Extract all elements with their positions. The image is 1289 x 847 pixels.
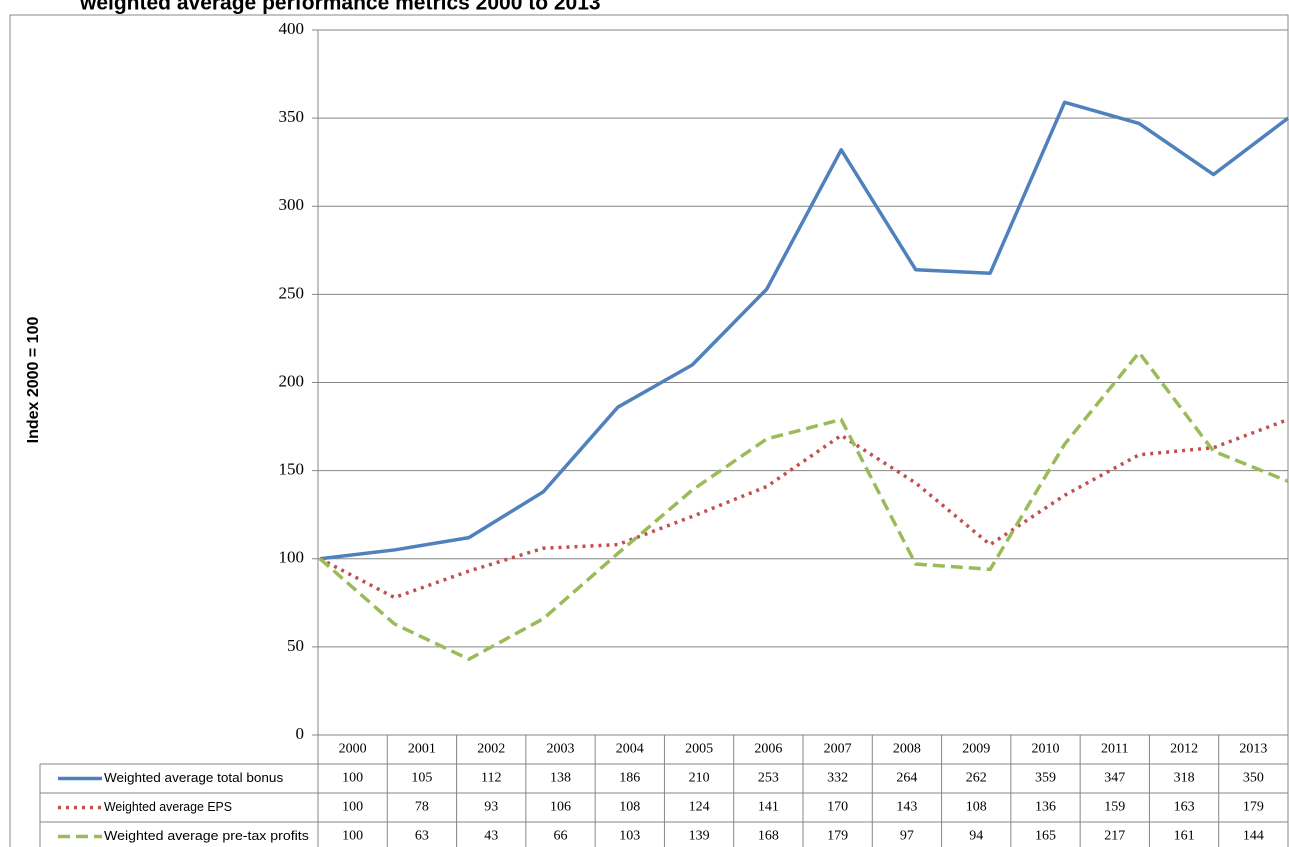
- x-tick-label: 2011: [1101, 742, 1128, 757]
- x-tick-label: 2002: [477, 742, 505, 757]
- table-value: 43: [484, 829, 498, 844]
- x-tick-label: 2012: [1170, 742, 1198, 757]
- chart-title: weighted average performance metrics 200…: [79, 0, 601, 15]
- table-value: 161: [1174, 829, 1195, 844]
- chart-border: [9, 14, 1289, 847]
- y-tick-label: 0: [296, 724, 305, 743]
- table-value: 138: [550, 771, 571, 786]
- table-value: 66: [554, 829, 568, 844]
- table-value: 78: [415, 800, 429, 815]
- y-tick-label: 350: [279, 107, 305, 126]
- table-value: 210: [689, 771, 710, 786]
- x-tick-label: 2007: [824, 742, 852, 757]
- table-value: 264: [896, 771, 917, 786]
- table-value: 103: [619, 829, 640, 844]
- y-tick-label: 300: [279, 195, 305, 214]
- table-value: 332: [827, 771, 848, 786]
- y-tick-label: 400: [279, 19, 305, 38]
- table-value: 170: [827, 800, 848, 815]
- table-value: 97: [900, 829, 914, 844]
- table-value: 124: [689, 800, 710, 815]
- table-value: 347: [1104, 771, 1125, 786]
- legend-label: Weighted average EPS: [104, 799, 232, 814]
- table-value: 106: [550, 800, 571, 815]
- table-value: 139: [689, 829, 710, 844]
- table-value: 93: [484, 800, 498, 815]
- table-value: 253: [758, 771, 779, 786]
- table-value: 100: [342, 800, 363, 815]
- legend-label: Weighted average pre-tax profits: [104, 828, 309, 843]
- table-value: 217: [1104, 829, 1125, 844]
- table-value: 179: [1243, 800, 1264, 815]
- table-value: 350: [1243, 771, 1264, 786]
- table-value: 163: [1174, 800, 1195, 815]
- y-tick-label: 150: [279, 460, 305, 479]
- table-value: 143: [896, 800, 917, 815]
- y-tick-label: 200: [279, 371, 305, 390]
- table-value: 318: [1174, 771, 1195, 786]
- table-value: 144: [1243, 829, 1264, 844]
- x-tick-label: 2000: [339, 742, 367, 757]
- table-value: 112: [481, 771, 501, 786]
- table-value: 108: [619, 800, 640, 815]
- x-tick-label: 2008: [893, 742, 921, 757]
- x-tick-label: 2013: [1239, 742, 1267, 757]
- x-tick-label: 2010: [1032, 742, 1060, 757]
- legend-label: Weighted average total bonus: [104, 770, 284, 785]
- table-value: 179: [827, 829, 848, 844]
- table-value: 168: [758, 829, 779, 844]
- y-tick-label: 50: [287, 636, 304, 655]
- table-value: 159: [1104, 800, 1125, 815]
- series-line: [319, 417, 1289, 600]
- table-value: 165: [1035, 829, 1056, 844]
- table-value: 136: [1035, 800, 1056, 815]
- y-axis-label: Index 2000 = 100: [25, 317, 42, 444]
- table-value: 105: [411, 771, 432, 786]
- x-tick-label: 2001: [408, 742, 436, 757]
- series-line: [319, 100, 1289, 561]
- x-tick-label: 2009: [962, 742, 990, 757]
- table-value: 141: [758, 800, 779, 815]
- x-tick-label: 2003: [547, 742, 575, 757]
- table-value: 262: [966, 771, 987, 786]
- table-value: 63: [415, 829, 429, 844]
- y-tick-label: 250: [279, 283, 305, 302]
- table-value: 359: [1035, 771, 1056, 786]
- table-value: 108: [966, 800, 987, 815]
- x-tick-label: 2005: [685, 742, 713, 757]
- table-value: 186: [619, 771, 640, 786]
- table-value: 100: [342, 829, 363, 844]
- table-value: 100: [342, 771, 363, 786]
- y-tick-label: 100: [279, 548, 305, 567]
- x-tick-label: 2004: [616, 742, 644, 757]
- table-value: 94: [969, 829, 983, 844]
- x-tick-label: 2006: [754, 742, 782, 757]
